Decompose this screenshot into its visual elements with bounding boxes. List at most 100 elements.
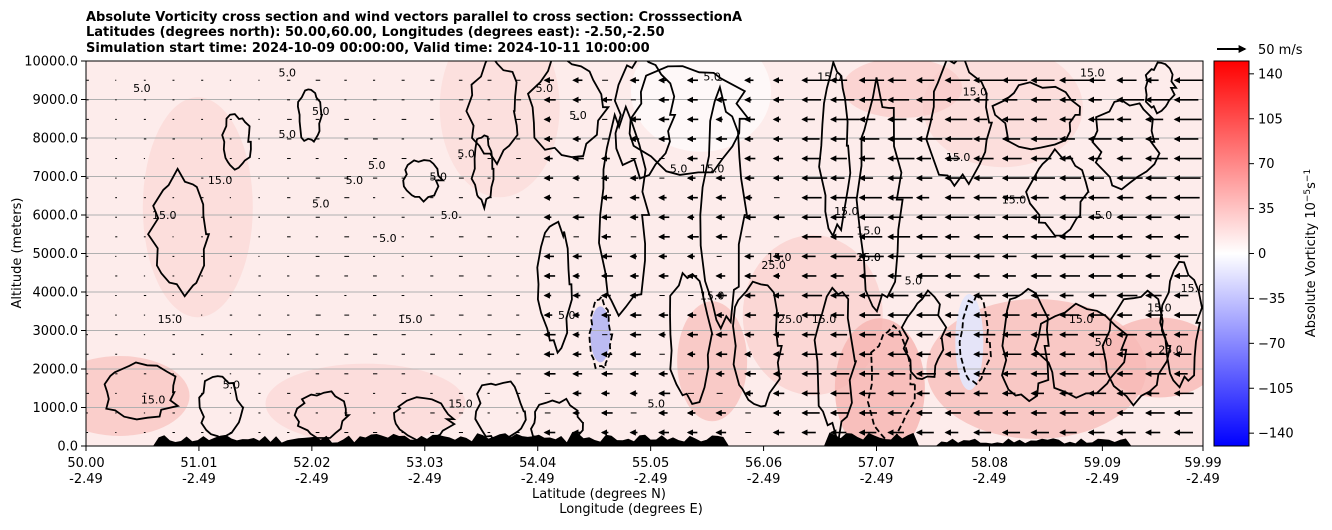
contour-line: [1159, 260, 1203, 389]
colorbar-tick-label: 0: [1258, 247, 1266, 262]
colorbar-gradient: [1214, 61, 1249, 446]
contour-label: 15.0: [812, 313, 837, 326]
colorbar-tick-label: −105: [1258, 382, 1294, 397]
contour-label: 5.0: [279, 66, 297, 79]
y-axis: 0.0 1000.0 2000.0 3000.0 4000.0 5000.0 6000.0 7…: [24, 55, 86, 455]
colorbar-ticks: 140 105 70 35 0 −35 −70 −105 −140: [1249, 67, 1294, 442]
contour-label: 5.0: [569, 109, 587, 122]
chart-title-line-3: Simulation start time: 2024-10-09 00:00:…: [86, 41, 650, 56]
contour-label: 15.0: [158, 313, 183, 326]
contour-line: [991, 81, 1081, 151]
colorbar-tick-label: −35: [1258, 292, 1285, 307]
contour-label: 15.0: [700, 163, 725, 176]
contour-line: [1091, 99, 1161, 191]
chart-title-line-1: Absolute Vorticity cross section and win…: [86, 10, 742, 25]
contour-label: 15.0: [141, 394, 166, 407]
contour-label: 15.0: [1181, 282, 1206, 295]
contour-line: [1144, 61, 1178, 115]
x-tick-longitude: -2.49: [408, 472, 442, 487]
contour-label: 15.0: [856, 251, 881, 264]
x-tick-longitude: -2.49: [295, 472, 329, 487]
contour-labels: 5.0 5.0 5.0 5.0 5.0 5.0 5.0 5.0 5.0 5.0 5.0 5.0 5.0 5…: [133, 66, 1206, 411]
y-tick-label: 4000.0: [33, 286, 79, 301]
contour-label: 15.0: [1147, 301, 1172, 314]
x-tick-latitude: 56.06: [745, 456, 782, 471]
vorticity-blob: [1099, 317, 1203, 398]
contour-label: 5.0: [905, 274, 923, 287]
gridlines: [86, 99, 1203, 408]
contour-label: 15.0: [208, 174, 233, 187]
contour-label: 5.0: [536, 82, 554, 95]
contour-line: [465, 61, 519, 166]
y-tick-label: 1000.0: [33, 401, 79, 416]
contour-label: 5.0: [279, 128, 297, 141]
x-tick-longitude: -2.49: [747, 472, 781, 487]
contour-line: [198, 375, 245, 442]
contour-line: [296, 88, 324, 143]
contour-label: 5.0: [1095, 336, 1113, 349]
x-tick-longitude: -2.49: [1186, 472, 1220, 487]
colorbar-tick-label: 70: [1258, 157, 1275, 172]
contour-label: 5.0: [379, 232, 397, 245]
contour-label: 5.0: [703, 70, 721, 83]
terrain-surface: [86, 431, 1203, 446]
contour-label: 5.0: [368, 159, 386, 172]
contour-label: 25.0: [761, 259, 786, 272]
y-tick-label: 6000.0: [33, 209, 79, 224]
vorticity-blob: [834, 318, 925, 446]
contour-label: 15.0: [963, 86, 988, 99]
wind-vectors: [86, 77, 1203, 436]
contour-label: 15.0: [834, 205, 859, 218]
x-tick-latitude: 57.07: [858, 456, 895, 471]
contour-label: 5.0: [670, 163, 688, 176]
vorticity-blob: [677, 301, 748, 422]
contour-label: 5.0: [558, 309, 576, 322]
contour-label: 15.0: [946, 151, 971, 164]
colorbar-label: Absolute Vorticity 10−5s−1: [1303, 169, 1319, 337]
contour-line: [526, 61, 611, 159]
x-tick-latitude: 58.08: [971, 456, 1008, 471]
terrain: [86, 431, 1203, 446]
y-tick-label: 2000.0: [33, 363, 79, 378]
contour-line: [470, 134, 495, 212]
contour-label: 5.0: [346, 174, 364, 187]
contour-label: 15.0: [152, 209, 177, 222]
x-tick-latitude: 51.01: [180, 456, 217, 471]
contour-line: [103, 361, 181, 421]
contour-label: 15.0: [448, 398, 473, 411]
x-tick-latitude: 54.04: [519, 456, 556, 471]
colorbar-tick-label: −140: [1258, 427, 1294, 442]
vorticity-blob: [439, 61, 560, 198]
contour-label: 5.0: [133, 82, 151, 95]
contour-line: [669, 271, 714, 405]
quiver-key-label: 50 m/s: [1258, 43, 1303, 58]
colorbar-tick-label: 35: [1258, 202, 1275, 217]
x-axis-label-longitude: Longitude (degrees E): [559, 502, 703, 517]
y-tick-label: 10000.0: [24, 55, 78, 70]
contour-label: 5.0: [1095, 209, 1113, 222]
contour-label: 5.0: [312, 197, 330, 210]
y-tick-label: 9000.0: [33, 93, 79, 108]
contour-line: [221, 113, 252, 171]
vorticity-blob: [630, 61, 771, 152]
contour-label: 5.0: [457, 147, 475, 160]
colorbar: 140 105 70 35 0 −35 −70 −105 −140 Absolute Vorti…: [1213, 60, 1319, 447]
contour-line: [1025, 147, 1090, 237]
colorbar-tick-label: 140: [1258, 67, 1283, 82]
contour-label: 5.0: [441, 209, 459, 222]
contour-label: 15.0: [1080, 66, 1105, 79]
chart-title-line-2: Latitudes (degrees north): 50.00,60.00, …: [86, 25, 665, 40]
contour-label: 5.0: [429, 170, 447, 183]
vorticity-blob: [86, 355, 190, 436]
contour-line: [293, 390, 352, 439]
y-tick-label: 0.0: [57, 440, 78, 455]
contour-label: 15.0: [767, 251, 792, 264]
y-tick-label: 7000.0: [33, 170, 79, 185]
plot-area: 5.0 5.0 5.0 5.0 5.0 5.0 5.0 5.0 5.0 5.0 5.0 5.0 5.0 5…: [86, 61, 1206, 446]
contour-line: [925, 61, 994, 188]
contour-line: [818, 61, 852, 238]
x-tick-longitude: -2.49: [521, 472, 555, 487]
quiver-key: 50 m/s: [1217, 43, 1303, 58]
contour-line: [536, 220, 573, 355]
